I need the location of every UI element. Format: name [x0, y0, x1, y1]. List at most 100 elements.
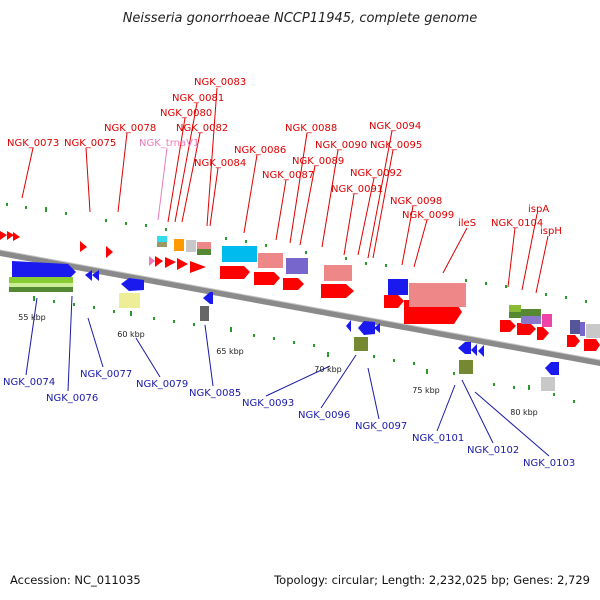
gene-label[interactable]: ispA: [528, 204, 549, 215]
feature-block[interactable]: [570, 320, 580, 334]
gene-label[interactable]: NGK_0101: [412, 433, 464, 444]
gene-label[interactable]: NGK_0093: [242, 398, 294, 409]
feature-block[interactable]: [9, 283, 73, 287]
gene-arrow[interactable]: [92, 270, 99, 281]
grid-dot: [553, 393, 555, 396]
gene-arrow[interactable]: [80, 241, 87, 252]
gene-label[interactable]: NGK_0088: [285, 123, 337, 134]
feature-block[interactable]: [9, 287, 73, 292]
gene-label[interactable]: NGK_0096: [298, 410, 350, 421]
feature-block[interactable]: [541, 377, 555, 391]
feature-block[interactable]: [174, 239, 184, 251]
gene-arrow[interactable]: [500, 320, 516, 332]
gene-label[interactable]: NGK_0104: [491, 218, 543, 229]
gene-arrow[interactable]: [13, 232, 20, 241]
feature-block[interactable]: [459, 360, 473, 374]
gene-label[interactable]: NGK_0076: [46, 393, 98, 404]
gene-label[interactable]: ileS: [458, 218, 476, 229]
gene-arrow[interactable]: [358, 321, 375, 335]
gene-label[interactable]: NGK_0083: [194, 77, 246, 88]
gene-arrow[interactable]: [537, 327, 549, 340]
feature-block[interactable]: [409, 283, 466, 307]
gene-arrow[interactable]: [203, 292, 213, 304]
gene-label[interactable]: NGK_0098: [390, 196, 442, 207]
feature-block[interactable]: [222, 246, 257, 262]
gene-arrow[interactable]: [190, 261, 206, 273]
feature-block[interactable]: [186, 240, 196, 252]
feature-block[interactable]: [509, 312, 521, 318]
gene-label[interactable]: NGK_0089: [292, 156, 344, 167]
top-gene-labels: NGK_0073 NGK_0075 NGK_0078 NGK_0083 NGK_…: [7, 77, 562, 237]
gene-arrow[interactable]: [346, 320, 351, 332]
feature-block[interactable]: [580, 322, 585, 336]
gene-arrow[interactable]: [12, 261, 76, 280]
gene-arrow[interactable]: [220, 266, 250, 279]
gene-label[interactable]: NGK_0095: [370, 140, 422, 151]
gene-label[interactable]: NGK_0094: [369, 121, 421, 132]
gene-label[interactable]: NGK_0075: [64, 138, 116, 149]
gene-arrow[interactable]: [567, 335, 580, 347]
leader-line: [174, 102, 198, 223]
gene-label[interactable]: NGK_0074: [3, 377, 55, 388]
feature-block[interactable]: [200, 306, 209, 321]
gene-label[interactable]: NGK_0080: [160, 108, 212, 119]
gene-arrow[interactable]: [7, 231, 14, 240]
gene-label[interactable]: NGK_0087: [262, 170, 314, 181]
feature-block[interactable]: [354, 337, 368, 351]
gene-label[interactable]: NGK_0073: [7, 138, 59, 149]
gene-arrow[interactable]: [584, 339, 600, 351]
gene-label[interactable]: NGK_0092: [350, 168, 402, 179]
gene-label[interactable]: NGK_0085: [189, 388, 241, 399]
feature-block[interactable]: [521, 309, 541, 316]
gene-arrow[interactable]: [517, 323, 536, 335]
trna-label[interactable]: NGK_trnaV1: [139, 138, 199, 149]
gene-arrow[interactable]: [0, 231, 7, 240]
gene-label[interactable]: NGK_0082: [176, 123, 228, 134]
top-strand-genes: [0, 231, 600, 351]
gene-arrow[interactable]: [478, 345, 484, 357]
gene-arrow[interactable]: [85, 270, 92, 281]
feature-block[interactable]: [542, 314, 552, 327]
gene-label[interactable]: ispH: [540, 226, 562, 237]
gene-arrow[interactable]: [471, 344, 477, 356]
gene-label[interactable]: NGK_0077: [80, 369, 132, 380]
feature-block[interactable]: [509, 305, 521, 312]
gene-label[interactable]: NGK_0090: [315, 140, 367, 151]
gene-label[interactable]: NGK_0078: [104, 123, 156, 134]
gene-arrow[interactable]: [283, 278, 304, 290]
feature-block[interactable]: [9, 277, 73, 283]
gene-arrow[interactable]: [384, 295, 404, 308]
gene-arrow[interactable]: [177, 258, 188, 270]
trna-arrow[interactable]: [149, 256, 155, 266]
feature-block[interactable]: [157, 236, 167, 242]
gene-label[interactable]: NGK_0103: [523, 458, 575, 469]
gene-label[interactable]: NGK_0097: [355, 421, 407, 432]
feature-block[interactable]: [521, 316, 541, 324]
gene-label[interactable]: NGK_0081: [172, 93, 224, 104]
gene-arrow[interactable]: [106, 246, 113, 258]
gene-arrow[interactable]: [321, 284, 354, 298]
gene-label[interactable]: NGK_0084: [194, 158, 246, 169]
gene-label[interactable]: NGK_0102: [467, 445, 519, 456]
gene-arrow[interactable]: [254, 272, 280, 285]
feature-block[interactable]: [258, 253, 283, 268]
gene-arrow[interactable]: [121, 278, 144, 291]
gene-arrow[interactable]: [374, 323, 380, 333]
feature-block[interactable]: [119, 293, 140, 308]
gene-label[interactable]: NGK_0086: [234, 145, 286, 156]
gene-label[interactable]: NGK_0079: [136, 379, 188, 390]
feature-block[interactable]: [388, 279, 408, 295]
leader-line: [135, 337, 161, 378]
gene-label[interactable]: NGK_0099: [402, 210, 454, 221]
feature-block[interactable]: [197, 242, 211, 249]
feature-block[interactable]: [586, 324, 600, 338]
feature-block[interactable]: [286, 258, 308, 274]
gene-arrow[interactable]: [155, 256, 163, 267]
feature-block[interactable]: [157, 242, 167, 247]
feature-block[interactable]: [197, 249, 211, 255]
gene-arrow[interactable]: [458, 342, 471, 354]
feature-block[interactable]: [324, 265, 352, 281]
gene-arrow[interactable]: [545, 362, 559, 375]
gene-arrow[interactable]: [165, 257, 176, 268]
gene-label[interactable]: NGK_0091: [331, 184, 383, 195]
